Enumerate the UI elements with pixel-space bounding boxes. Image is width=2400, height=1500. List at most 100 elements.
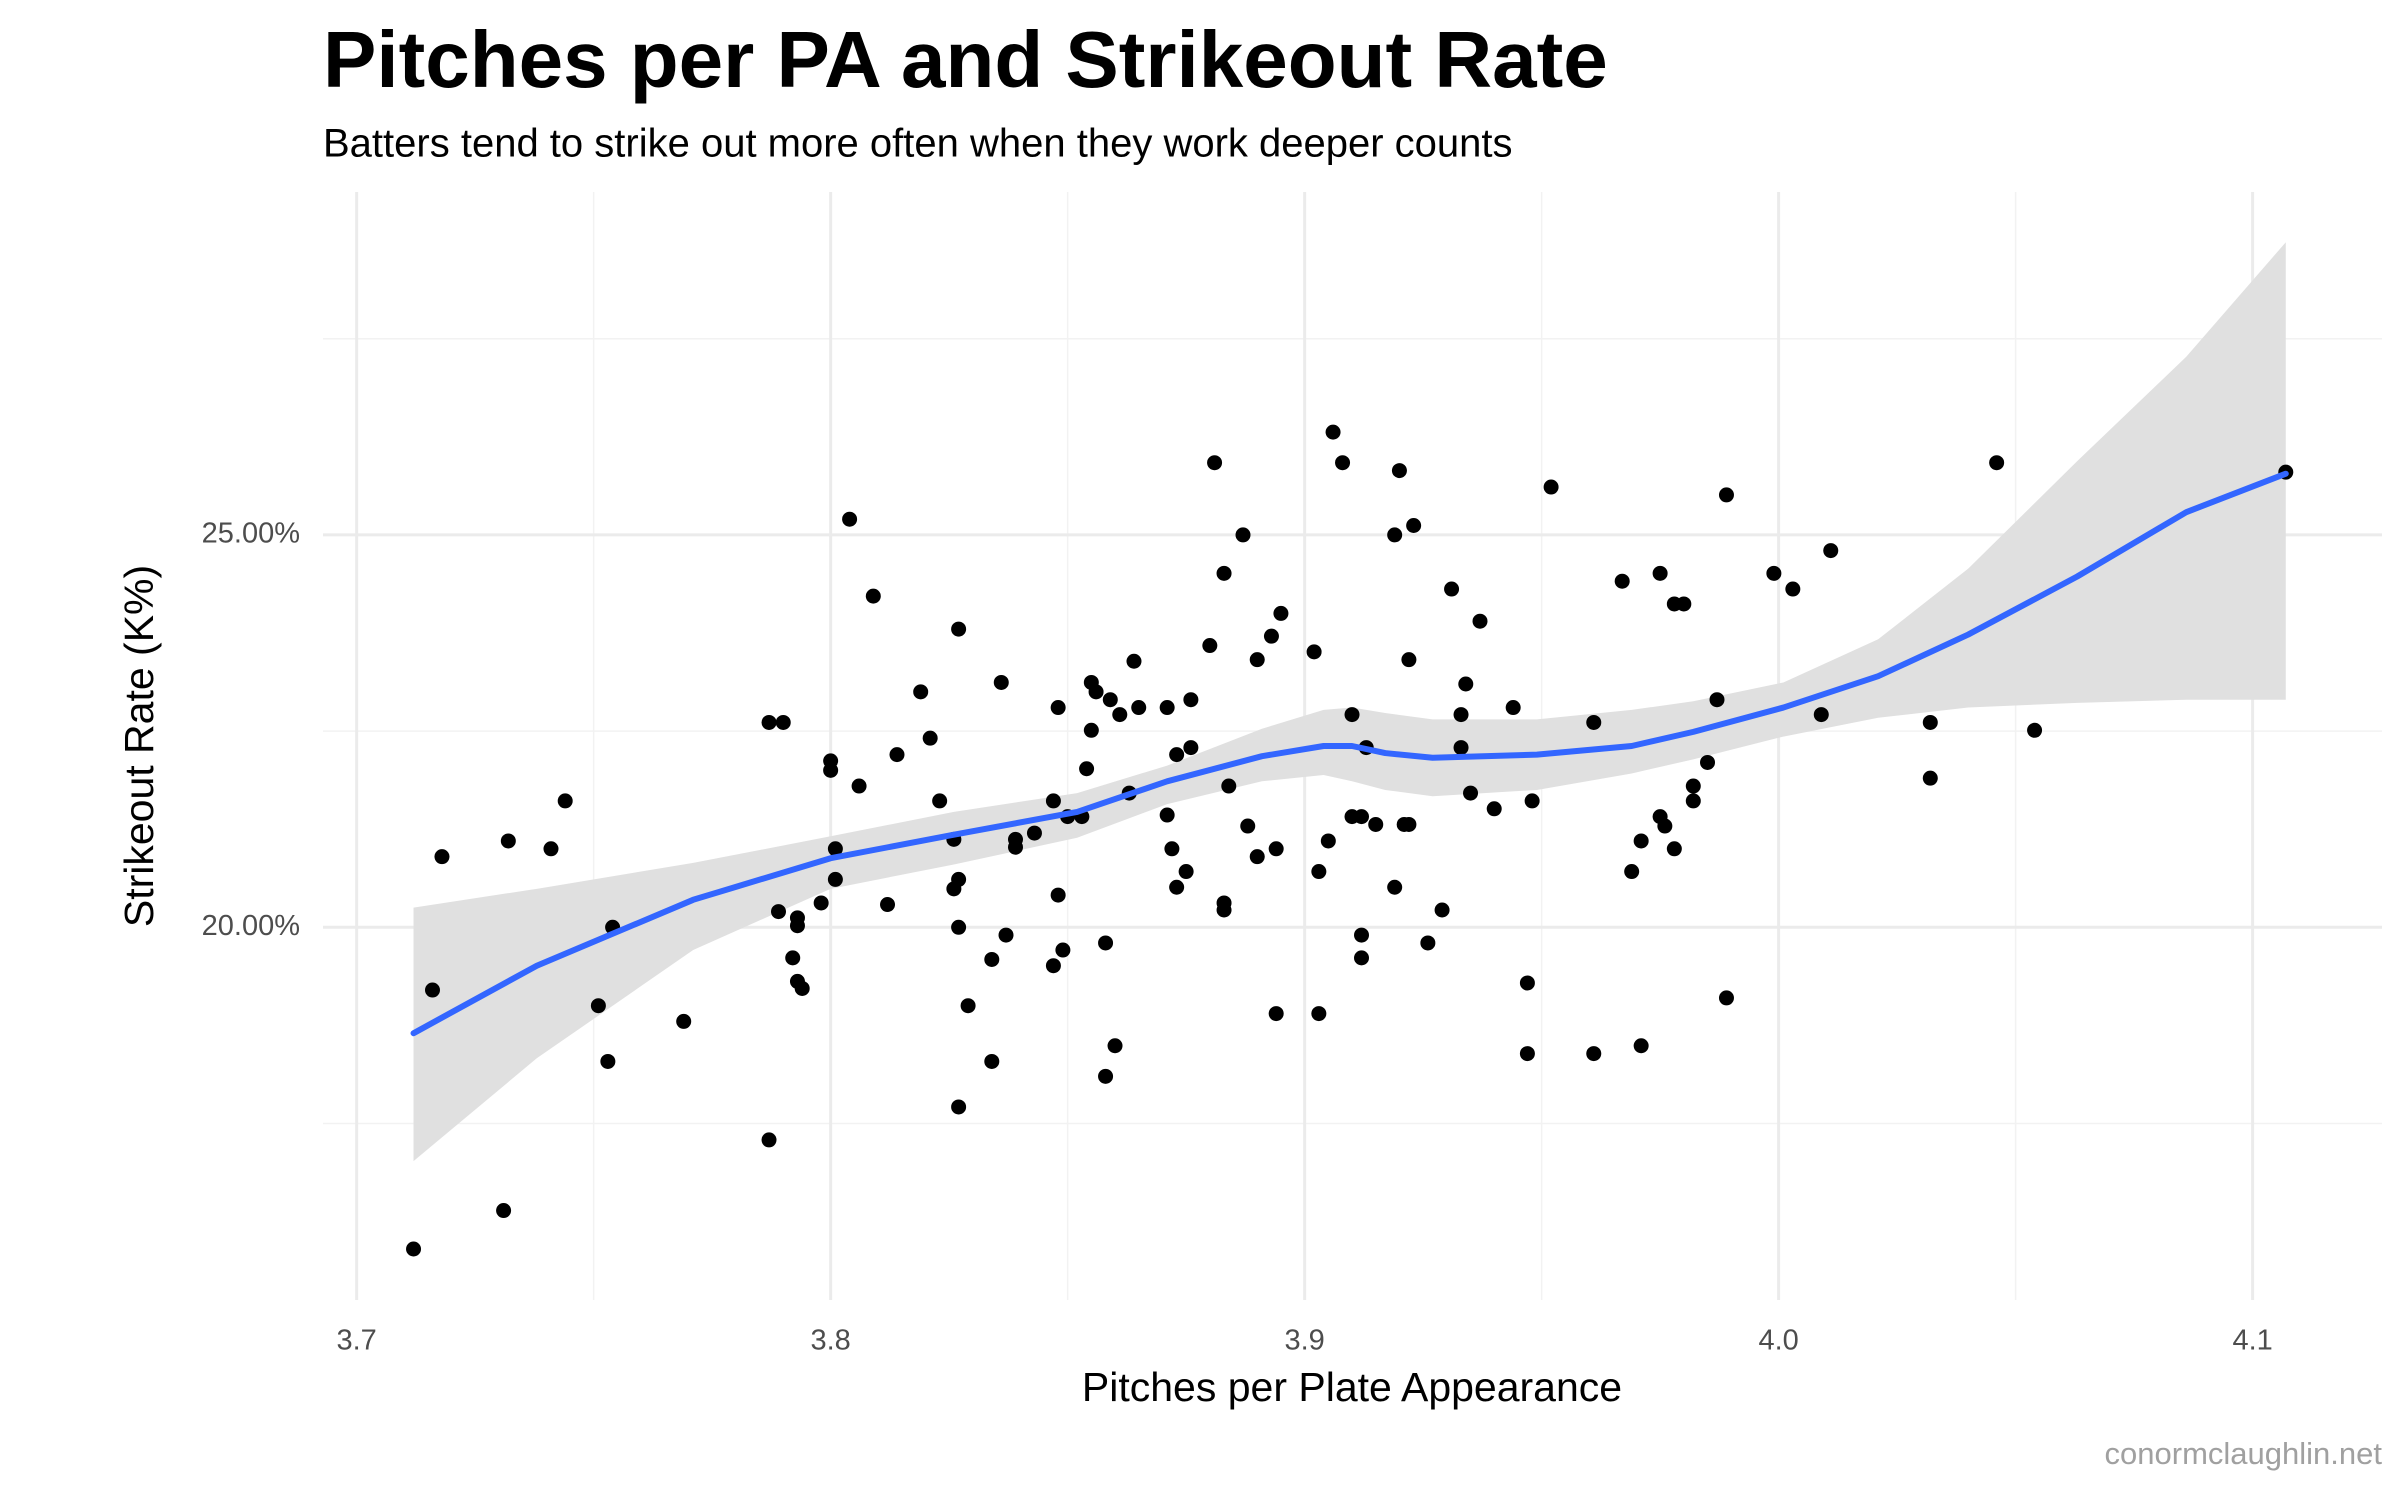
point [1676,596,1692,612]
point [913,684,929,700]
point [951,871,967,887]
point [775,714,791,730]
point [1614,573,1630,589]
point [1107,1038,1123,1054]
point [1624,864,1640,880]
point [1718,487,1734,503]
point [1083,722,1099,738]
point [600,1053,616,1069]
point [889,747,905,763]
point [842,511,858,527]
point [557,793,573,809]
point [789,918,805,934]
y-tick-label: 25.00% [202,518,300,550]
point [1524,793,1540,809]
point [1235,527,1251,543]
point [1453,740,1469,756]
y-tick-label: 20.00% [202,910,300,942]
point [1320,833,1336,849]
point [1633,1038,1649,1054]
point [1657,818,1673,834]
chart-subtitle: Batters tend to strike out more often wh… [323,122,1513,166]
point [1823,543,1839,559]
point [1249,849,1265,865]
x-tick-label: 3.8 [810,1325,850,1357]
point [500,833,516,849]
point [951,919,967,935]
chart-title: Pitches per PA and Strikeout Rate [323,15,1608,104]
x-tick-label: 4.1 [2232,1325,2272,1357]
point [1666,841,1682,857]
point [1159,807,1175,823]
point [1045,793,1061,809]
point [813,895,829,911]
point [1045,958,1061,974]
point [794,980,810,996]
point [1216,902,1232,918]
point [1007,831,1023,847]
y-axis-title: Strikeout Rate (K%) [116,565,162,927]
point [761,1132,777,1148]
point [1088,684,1104,700]
point [496,1203,512,1219]
x-tick-label: 3.9 [1284,1325,1324,1357]
point [1519,1046,1535,1062]
confidence-band [413,242,2286,1162]
point [676,1013,692,1029]
point [984,951,1000,967]
point [2027,722,2043,738]
point [1249,652,1265,668]
point [1633,833,1649,849]
point [406,1241,422,1257]
point [1131,700,1147,716]
caption: conormclaughlin.net [2105,1436,2383,1471]
point [1406,517,1422,533]
point [1178,864,1194,880]
point [1401,652,1417,668]
trend-line [410,470,2289,1037]
point [960,998,976,1014]
point [1813,707,1829,723]
point [1700,754,1716,770]
point [1505,700,1521,716]
point [1207,455,1223,471]
point [1519,975,1535,991]
x-axis-title: Pitches per Plate Appearance [1082,1364,1622,1410]
point [1126,653,1142,669]
point [1112,707,1128,723]
point [1354,950,1370,966]
point [1586,1046,1602,1062]
point [1486,801,1502,817]
point [1098,935,1114,951]
marks [406,242,2294,1257]
point [951,1099,967,1115]
point [951,621,967,637]
point [1159,700,1175,716]
point [827,871,843,887]
point [1458,676,1474,692]
point [1685,793,1701,809]
point [771,904,787,920]
point [1472,613,1488,629]
point [1079,761,1095,777]
point [1026,825,1042,841]
point [1785,581,1801,597]
point [1240,818,1256,834]
point [1216,565,1232,581]
point [1387,527,1403,543]
point [1263,628,1279,644]
point [1453,707,1469,723]
point [1202,638,1218,654]
point [785,950,801,966]
point [1354,927,1370,943]
point [1344,707,1360,723]
point [984,1053,1000,1069]
point [1434,902,1450,918]
x-tick-label: 3.7 [336,1325,376,1357]
point [1050,700,1066,716]
point [827,841,843,857]
point [1444,581,1460,597]
point [880,897,896,913]
point [1102,692,1118,708]
